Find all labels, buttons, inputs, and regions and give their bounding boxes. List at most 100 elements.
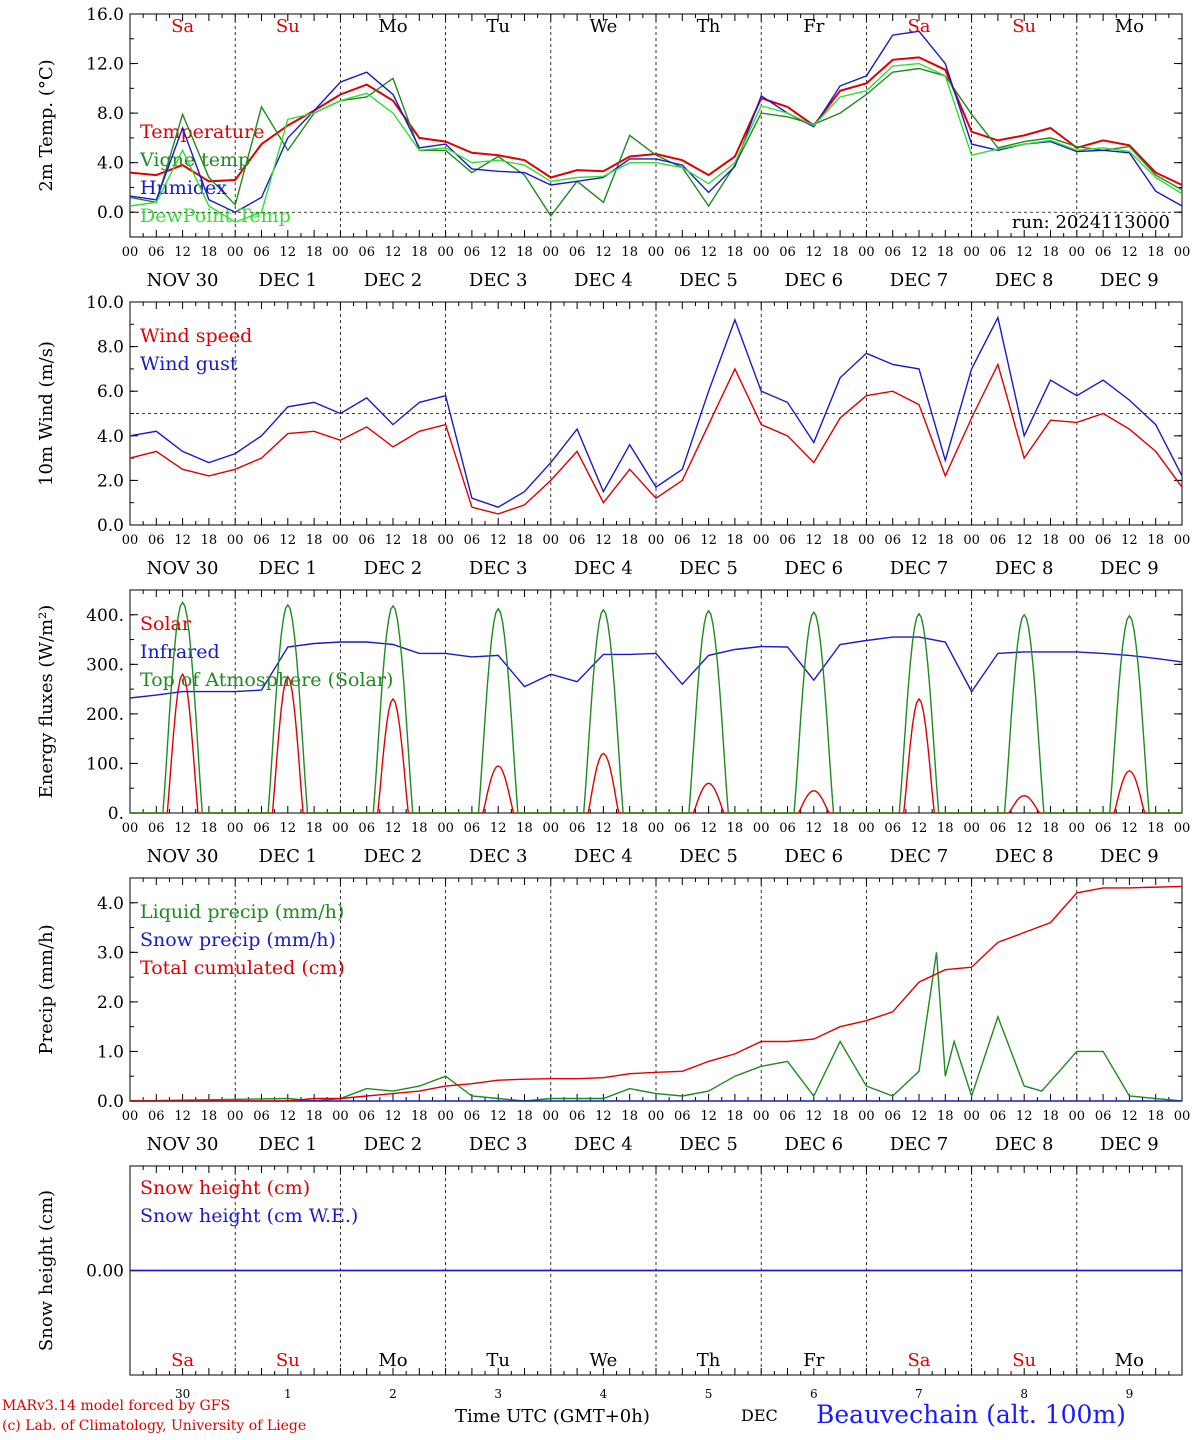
series-line-temp-1 [129,67,1183,218]
hour-tick-label-temp: 06 [464,245,481,260]
weekday-label-snow: Tu [486,1350,510,1371]
date-number-label: 1 [284,1387,292,1401]
hour-tick-label-energy: 18 [516,821,533,836]
date-label-energy: DEC 6 [785,846,844,867]
hour-tick-label-wind: 12 [700,533,717,548]
hour-tick-label-precip: 00 [858,1109,875,1124]
hour-tick-label-energy: 18 [727,821,744,836]
weekday-label-temp: Sa [171,16,194,37]
date-label-energy: NOV 30 [147,846,219,867]
hour-tick-label-energy: 06 [358,821,375,836]
weekday-label-temp: Mo [1115,16,1144,37]
weekday-label-snow: Su [276,1350,300,1371]
hour-tick-label-precip: 12 [490,1109,507,1124]
hour-tick-label-wind: 06 [779,533,796,548]
hour-tick-label-temp: 18 [832,245,849,260]
hour-tick-label-precip: 18 [832,1109,849,1124]
hour-tick-label-temp: 00 [858,245,875,260]
hour-tick-label-precip: 12 [806,1109,823,1124]
date-label-energy: DEC 3 [469,846,528,867]
weekday-label-temp: Sa [907,16,930,37]
hour-tick-label-temp: 18 [727,245,744,260]
hour-tick-label-precip: 06 [990,1109,1007,1124]
y-axis-label-wind: 10m Wind (m/s) [36,341,57,486]
hour-tick-label-precip: 18 [1042,1109,1059,1124]
y-tick-label-precip: 4.0 [97,894,124,914]
hour-tick-label-precip: 00 [648,1109,665,1124]
hour-tick-label-energy: 18 [201,821,218,836]
hour-tick-label-energy: 06 [990,821,1007,836]
hour-tick-label-temp: 12 [700,245,717,260]
date-number-label: 4 [600,1387,608,1401]
y-axis-label-temp: 2m Temp. (°C) [36,59,57,191]
hour-tick-label-wind: 00 [122,533,139,548]
hour-tick-label-temp: 00 [1174,245,1191,260]
y-tick-label-precip: 1.0 [97,1042,124,1062]
hour-tick-label-precip: 06 [674,1109,691,1124]
hour-tick-label-wind: 18 [832,533,849,548]
hour-tick-label-wind: 18 [1042,533,1059,548]
hour-tick-label-wind: 18 [727,533,744,548]
legend-entry-temp-2: Humidex [140,177,227,199]
hour-tick-label-precip: 12 [174,1109,191,1124]
hour-tick-label-energy: 06 [253,821,270,836]
legend-entry-energy-2: Top of Atmosphere (Solar) [140,669,393,691]
hour-tick-label-energy: 00 [1069,821,1086,836]
hour-tick-label-precip: 06 [884,1109,901,1124]
hour-tick-label-energy: 18 [937,821,954,836]
hour-tick-label-wind: 18 [937,533,954,548]
hour-tick-label-energy: 06 [464,821,481,836]
y-tick-label-energy: 400. [86,606,124,626]
hour-tick-label-energy: 12 [490,821,507,836]
hour-tick-label-temp: 00 [1069,245,1086,260]
hour-tick-label-wind: 12 [1016,533,1033,548]
date-label-temp: DEC 4 [574,270,633,291]
hour-tick-label-energy: 18 [621,821,638,836]
date-label-energy: DEC 4 [574,846,633,867]
hour-tick-label-wind: 12 [911,533,928,548]
hour-tick-label-temp: 18 [516,245,533,260]
series-line-temp-3 [129,62,1183,223]
date-label-wind: DEC 6 [785,558,844,579]
hour-tick-label-energy: 18 [1147,821,1164,836]
hour-tick-label-precip: 12 [700,1109,717,1124]
hour-tick-label-energy: 18 [1042,821,1059,836]
date-label-wind: NOV 30 [147,558,219,579]
hour-tick-label-wind: 12 [280,533,297,548]
date-number-label: 3 [494,1387,502,1401]
hour-tick-label-precip: 00 [1174,1109,1191,1124]
hour-tick-label-temp: 06 [884,245,901,260]
hour-tick-label-wind: 12 [595,533,612,548]
hour-tick-label-energy: 06 [148,821,165,836]
hour-tick-label-temp: 06 [253,245,270,260]
weekday-label-temp: Su [276,16,300,37]
hour-tick-label-wind: 18 [411,533,428,548]
y-tick-label-energy: 200. [86,705,124,725]
date-label-wind: DEC 3 [469,558,528,579]
hour-tick-label-temp: 18 [937,245,954,260]
hour-tick-label-wind: 00 [1069,533,1086,548]
y-axis-label-energy: Energy fluxes (W/m²) [36,605,57,799]
hour-tick-label-temp: 12 [490,245,507,260]
y-tick-label-temp: 0.0 [97,203,124,223]
date-label-energy: DEC 9 [1100,846,1159,867]
hour-tick-label-wind: 06 [569,533,586,548]
legend-entry-temp-3: DewPoint Temp [140,205,291,227]
hour-tick-label-precip: 00 [753,1109,770,1124]
legend-entry-energy-0: Solar [140,613,192,635]
date-label-energy: DEC 8 [995,846,1054,867]
hour-tick-label-precip: 12 [595,1109,612,1124]
date-label-precip: DEC 1 [259,1134,318,1155]
weekday-label-temp: Mo [378,16,407,37]
hour-tick-label-wind: 18 [621,533,638,548]
hour-tick-label-temp: 06 [990,245,1007,260]
weekday-label-snow: Mo [378,1350,407,1371]
hour-tick-label-wind: 06 [148,533,165,548]
time-axis-label: Time UTC (GMT+0h) [455,1406,650,1427]
hour-tick-label-precip: 12 [1016,1109,1033,1124]
date-label-wind: DEC 8 [995,558,1054,579]
date-label-precip: DEC 5 [679,1134,738,1155]
model-credit-line2: (c) Lab. of Climatology, University of L… [2,1418,307,1434]
hour-tick-label-wind: 00 [1174,533,1191,548]
hour-tick-label-energy: 06 [779,821,796,836]
